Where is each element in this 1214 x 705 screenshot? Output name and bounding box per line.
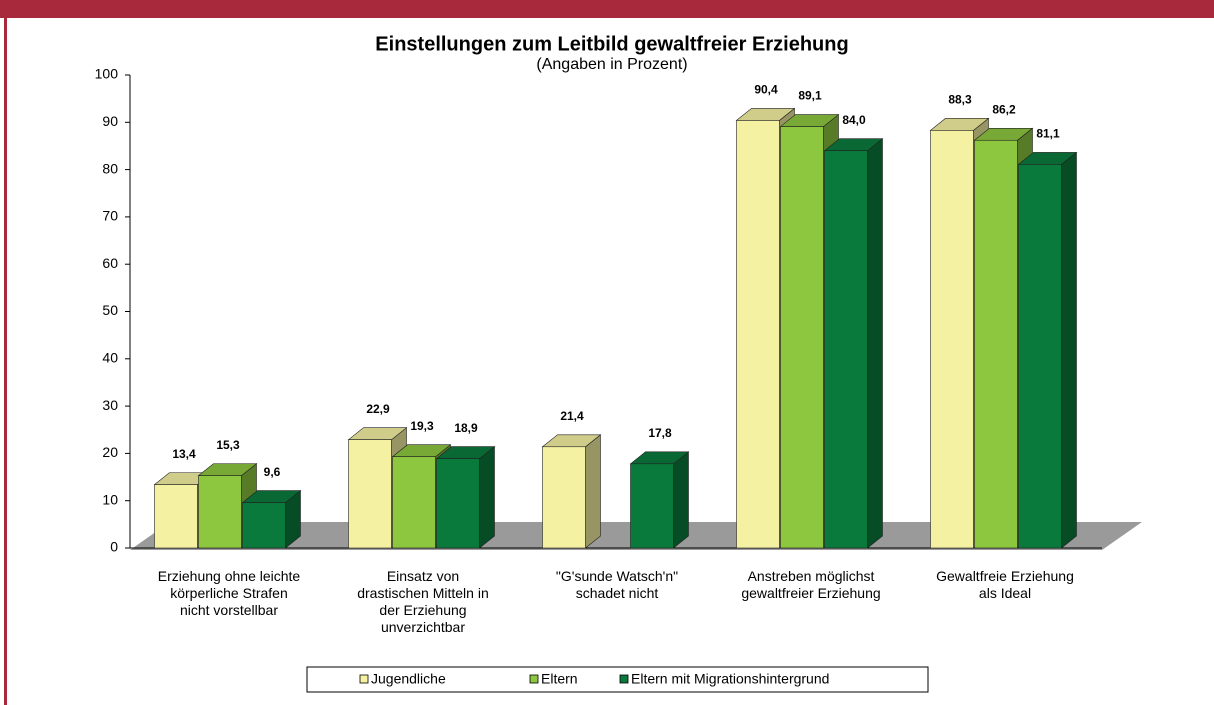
- data-label: 18,9: [454, 421, 478, 435]
- bar: [824, 150, 868, 549]
- data-label: 22,9: [366, 402, 390, 416]
- bar-side: [1061, 151, 1077, 549]
- bar-side: [673, 451, 689, 549]
- data-label: 21,4: [560, 409, 584, 423]
- legend-label: Eltern mit Migrationshintergrund: [631, 671, 829, 687]
- top-band: [0, 0, 1214, 18]
- data-label: 86,2: [992, 102, 1016, 116]
- data-label: 90,4: [754, 83, 778, 97]
- data-label: 81,1: [1036, 127, 1060, 141]
- data-label: 88,3: [948, 93, 972, 107]
- bar: [630, 463, 674, 549]
- legend-swatch: [359, 674, 369, 684]
- legend-swatch: [529, 674, 539, 684]
- bar-side: [479, 445, 495, 549]
- x-tick-label: Einsatz von drastischen Mitteln in der E…: [357, 568, 489, 635]
- data-label: 84,0: [842, 113, 866, 127]
- legend-label: Eltern: [541, 671, 578, 687]
- x-tick-label: Erziehung ohne leichte körperliche Straf…: [157, 568, 301, 618]
- y-tick-label: 20: [102, 444, 118, 460]
- bar: [436, 458, 480, 549]
- bar: [348, 439, 392, 549]
- y-tick-label: 50: [102, 302, 118, 318]
- data-label: 17,8: [648, 426, 672, 440]
- x-tick-label: "G'sunde Watsch'n" schadet nicht: [555, 568, 679, 601]
- bar: [198, 475, 242, 549]
- y-tick-label: 40: [102, 350, 118, 366]
- bar: [974, 139, 1018, 549]
- bar: [242, 502, 286, 549]
- y-tick-label: 100: [95, 66, 119, 82]
- legend-box: [306, 666, 929, 693]
- data-label: 9,6: [264, 465, 281, 479]
- bar: [930, 130, 974, 549]
- data-label: 89,1: [798, 89, 822, 103]
- bar-side: [585, 434, 601, 549]
- data-label: 19,3: [410, 419, 434, 433]
- y-tick-label: 90: [102, 113, 118, 129]
- bar: [542, 446, 586, 549]
- chart-subtitle: (Angaben in Prozent): [536, 56, 687, 73]
- bar: [392, 456, 436, 549]
- bar: [780, 126, 824, 549]
- x-tick-label: Anstreben möglichst gewaltfreier Erziehu…: [741, 568, 881, 601]
- x-tick-label: Gewaltfreie Erziehung als Ideal: [936, 568, 1074, 601]
- bar-side: [867, 138, 883, 549]
- data-label: 13,4: [172, 447, 196, 461]
- y-tick-label: 60: [102, 255, 118, 271]
- y-tick-label: 30: [102, 397, 118, 413]
- y-tick-label: 10: [102, 491, 118, 507]
- left-border: [4, 18, 7, 705]
- legend-swatch: [619, 674, 629, 684]
- y-tick-label: 80: [102, 160, 118, 176]
- chart-title: Einstellungen zum Leitbild gewaltfreier …: [375, 33, 848, 55]
- bar: [154, 484, 198, 549]
- bar: [1018, 164, 1062, 549]
- y-tick-label: 0: [110, 539, 118, 555]
- data-label: 15,3: [216, 438, 240, 452]
- y-tick-label: 70: [102, 208, 118, 224]
- bar: [736, 120, 780, 549]
- legend-label: Jugendliche: [371, 671, 446, 687]
